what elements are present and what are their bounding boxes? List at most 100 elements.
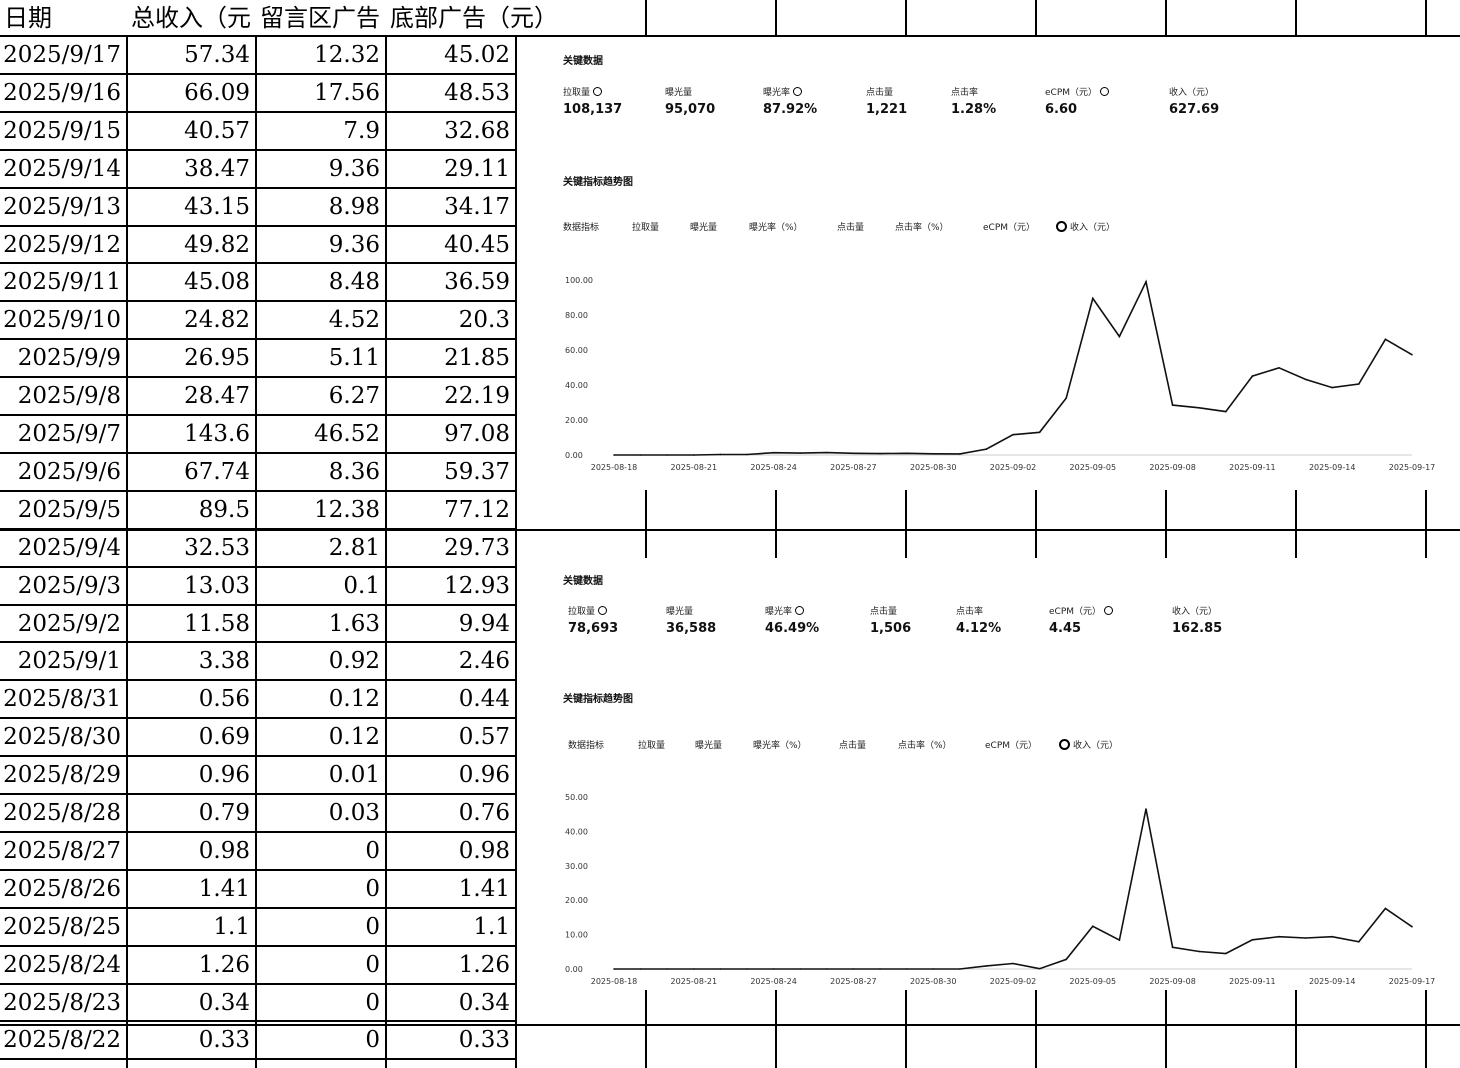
value-cell[interactable]: 2.46 [458,648,510,675]
date-cell[interactable]: 2025/9/8 [17,383,121,410]
value-cell[interactable]: 48.53 [444,79,510,106]
value-cell[interactable]: 11.58 [184,610,250,637]
value-cell[interactable]: 12.32 [314,42,380,68]
date-cell[interactable]: 2025/9/12 [3,231,121,258]
date-cell[interactable]: 2025/9/5 [17,496,121,523]
value-cell[interactable]: 0.98 [198,837,250,864]
value-cell[interactable]: 32.53 [184,534,250,561]
date-cell[interactable]: 2025/9/15 [3,117,121,144]
value-cell[interactable]: 0.44 [458,686,510,713]
date-cell[interactable]: 2025/8/29 [3,762,121,789]
value-cell[interactable]: 0.01 [328,762,380,789]
value-cell[interactable]: 0.03 [328,800,380,826]
value-cell[interactable]: 32.68 [444,117,510,144]
value-cell[interactable]: 1.41 [458,875,510,902]
date-cell[interactable]: 2025/8/28 [3,800,121,826]
value-cell[interactable]: 1.41 [198,875,250,902]
date-cell[interactable]: 2025/8/24 [3,951,121,978]
date-cell[interactable]: 2025/9/2 [17,610,121,637]
value-cell[interactable]: 6.27 [328,383,380,410]
value-cell[interactable]: 0.33 [458,1027,510,1054]
date-cell[interactable]: 2025/8/27 [3,837,121,864]
value-cell[interactable]: 0.79 [198,800,250,826]
value-cell[interactable]: 66.09 [184,79,250,106]
value-cell[interactable]: 36.59 [444,269,510,296]
value-cell[interactable]: 12.38 [314,496,380,523]
value-cell[interactable]: 1.63 [328,610,380,637]
value-cell[interactable]: 7.9 [343,117,380,144]
date-cell[interactable]: 2025/9/4 [17,534,121,561]
value-cell[interactable]: 29.11 [444,155,510,182]
value-cell[interactable]: 21.85 [444,345,510,372]
date-cell[interactable]: 2025/8/26 [3,875,121,902]
value-cell[interactable]: 2.81 [328,534,380,561]
value-cell[interactable]: 0 [365,989,380,1016]
value-cell[interactable]: 0.76 [458,800,510,826]
value-cell[interactable]: 1.26 [198,951,250,978]
date-cell[interactable]: 2025/9/7 [17,421,121,447]
value-cell[interactable]: 0.98 [458,837,510,864]
value-cell[interactable]: 0.12 [328,724,380,751]
value-cell[interactable]: 29.73 [444,534,510,561]
value-cell[interactable]: 38.47 [184,155,250,182]
column-header[interactable]: 留言区广告 [260,4,380,32]
date-cell[interactable]: 2025/8/22 [3,1027,121,1054]
date-cell[interactable]: 2025/8/31 [3,686,121,713]
value-cell[interactable]: 97.08 [444,421,510,447]
value-cell[interactable]: 0.69 [198,724,250,751]
value-cell[interactable]: 0.12 [328,686,380,713]
date-cell[interactable]: 2025/9/14 [3,155,121,182]
legend-toggle[interactable]: 点击率（%） [895,220,949,233]
value-cell[interactable]: 1.1 [473,913,510,940]
value-cell[interactable]: 40.57 [184,117,250,144]
legend-toggle[interactable]: 点击率（%） [898,738,952,751]
value-cell[interactable]: 8.98 [328,193,380,220]
value-cell[interactable]: 0.33 [198,1027,250,1054]
value-cell[interactable]: 9.94 [458,610,510,637]
legend-toggle[interactable]: 点击量 [839,738,866,751]
value-cell[interactable]: 26.95 [184,345,250,372]
value-cell[interactable]: 8.36 [328,458,380,485]
value-cell[interactable]: 46.52 [314,421,380,447]
date-cell[interactable]: 2025/9/17 [3,42,121,68]
value-cell[interactable]: 0.92 [328,648,380,675]
value-cell[interactable]: 5.11 [328,345,380,372]
value-cell[interactable]: 0.96 [458,762,510,789]
value-cell[interactable]: 9.36 [328,231,380,258]
legend-toggle[interactable]: 点击量 [837,220,864,233]
value-cell[interactable]: 143.6 [184,421,250,447]
value-cell[interactable]: 3.38 [198,648,250,675]
value-cell[interactable]: 57.34 [184,42,250,68]
value-cell[interactable]: 0.1 [343,572,380,599]
date-cell[interactable]: 2025/9/6 [17,458,121,485]
value-cell[interactable]: 20.3 [458,307,510,334]
legend-toggle[interactable]: 收入（元） [1059,738,1118,751]
value-cell[interactable]: 0.57 [458,724,510,751]
value-cell[interactable]: 4.52 [328,307,380,334]
info-icon[interactable] [593,87,603,96]
value-cell[interactable]: 24.82 [184,307,250,334]
value-cell[interactable]: 12.93 [444,572,510,599]
value-cell[interactable]: 0.34 [198,989,250,1016]
value-cell[interactable]: 1.26 [458,951,510,978]
info-icon[interactable] [793,87,803,96]
date-cell[interactable]: 2025/9/11 [3,269,121,296]
legend-toggle[interactable]: eCPM（元） [985,738,1037,751]
date-cell[interactable]: 2025/9/3 [17,572,121,599]
value-cell[interactable]: 0 [365,1027,380,1054]
value-cell[interactable]: 59.37 [444,458,510,485]
value-cell[interactable]: 34.17 [444,193,510,220]
date-cell[interactable]: 2025/8/23 [3,989,121,1016]
value-cell[interactable]: 17.56 [314,79,380,106]
date-cell[interactable]: 2025/9/1 [17,648,121,675]
legend-toggle[interactable]: 曝光率（%） [753,738,807,751]
legend-toggle[interactable]: 收入（元） [1056,220,1115,233]
date-cell[interactable]: 2025/8/25 [3,913,121,940]
legend-toggle[interactable]: 拉取量 [638,738,665,751]
info-icon[interactable] [1104,606,1114,615]
legend-toggle[interactable]: 曝光量 [695,738,722,751]
value-cell[interactable]: 40.45 [444,231,510,258]
value-cell[interactable]: 77.12 [444,496,510,523]
date-cell[interactable]: 2025/8/30 [3,724,121,751]
value-cell[interactable]: 1.1 [213,913,250,940]
